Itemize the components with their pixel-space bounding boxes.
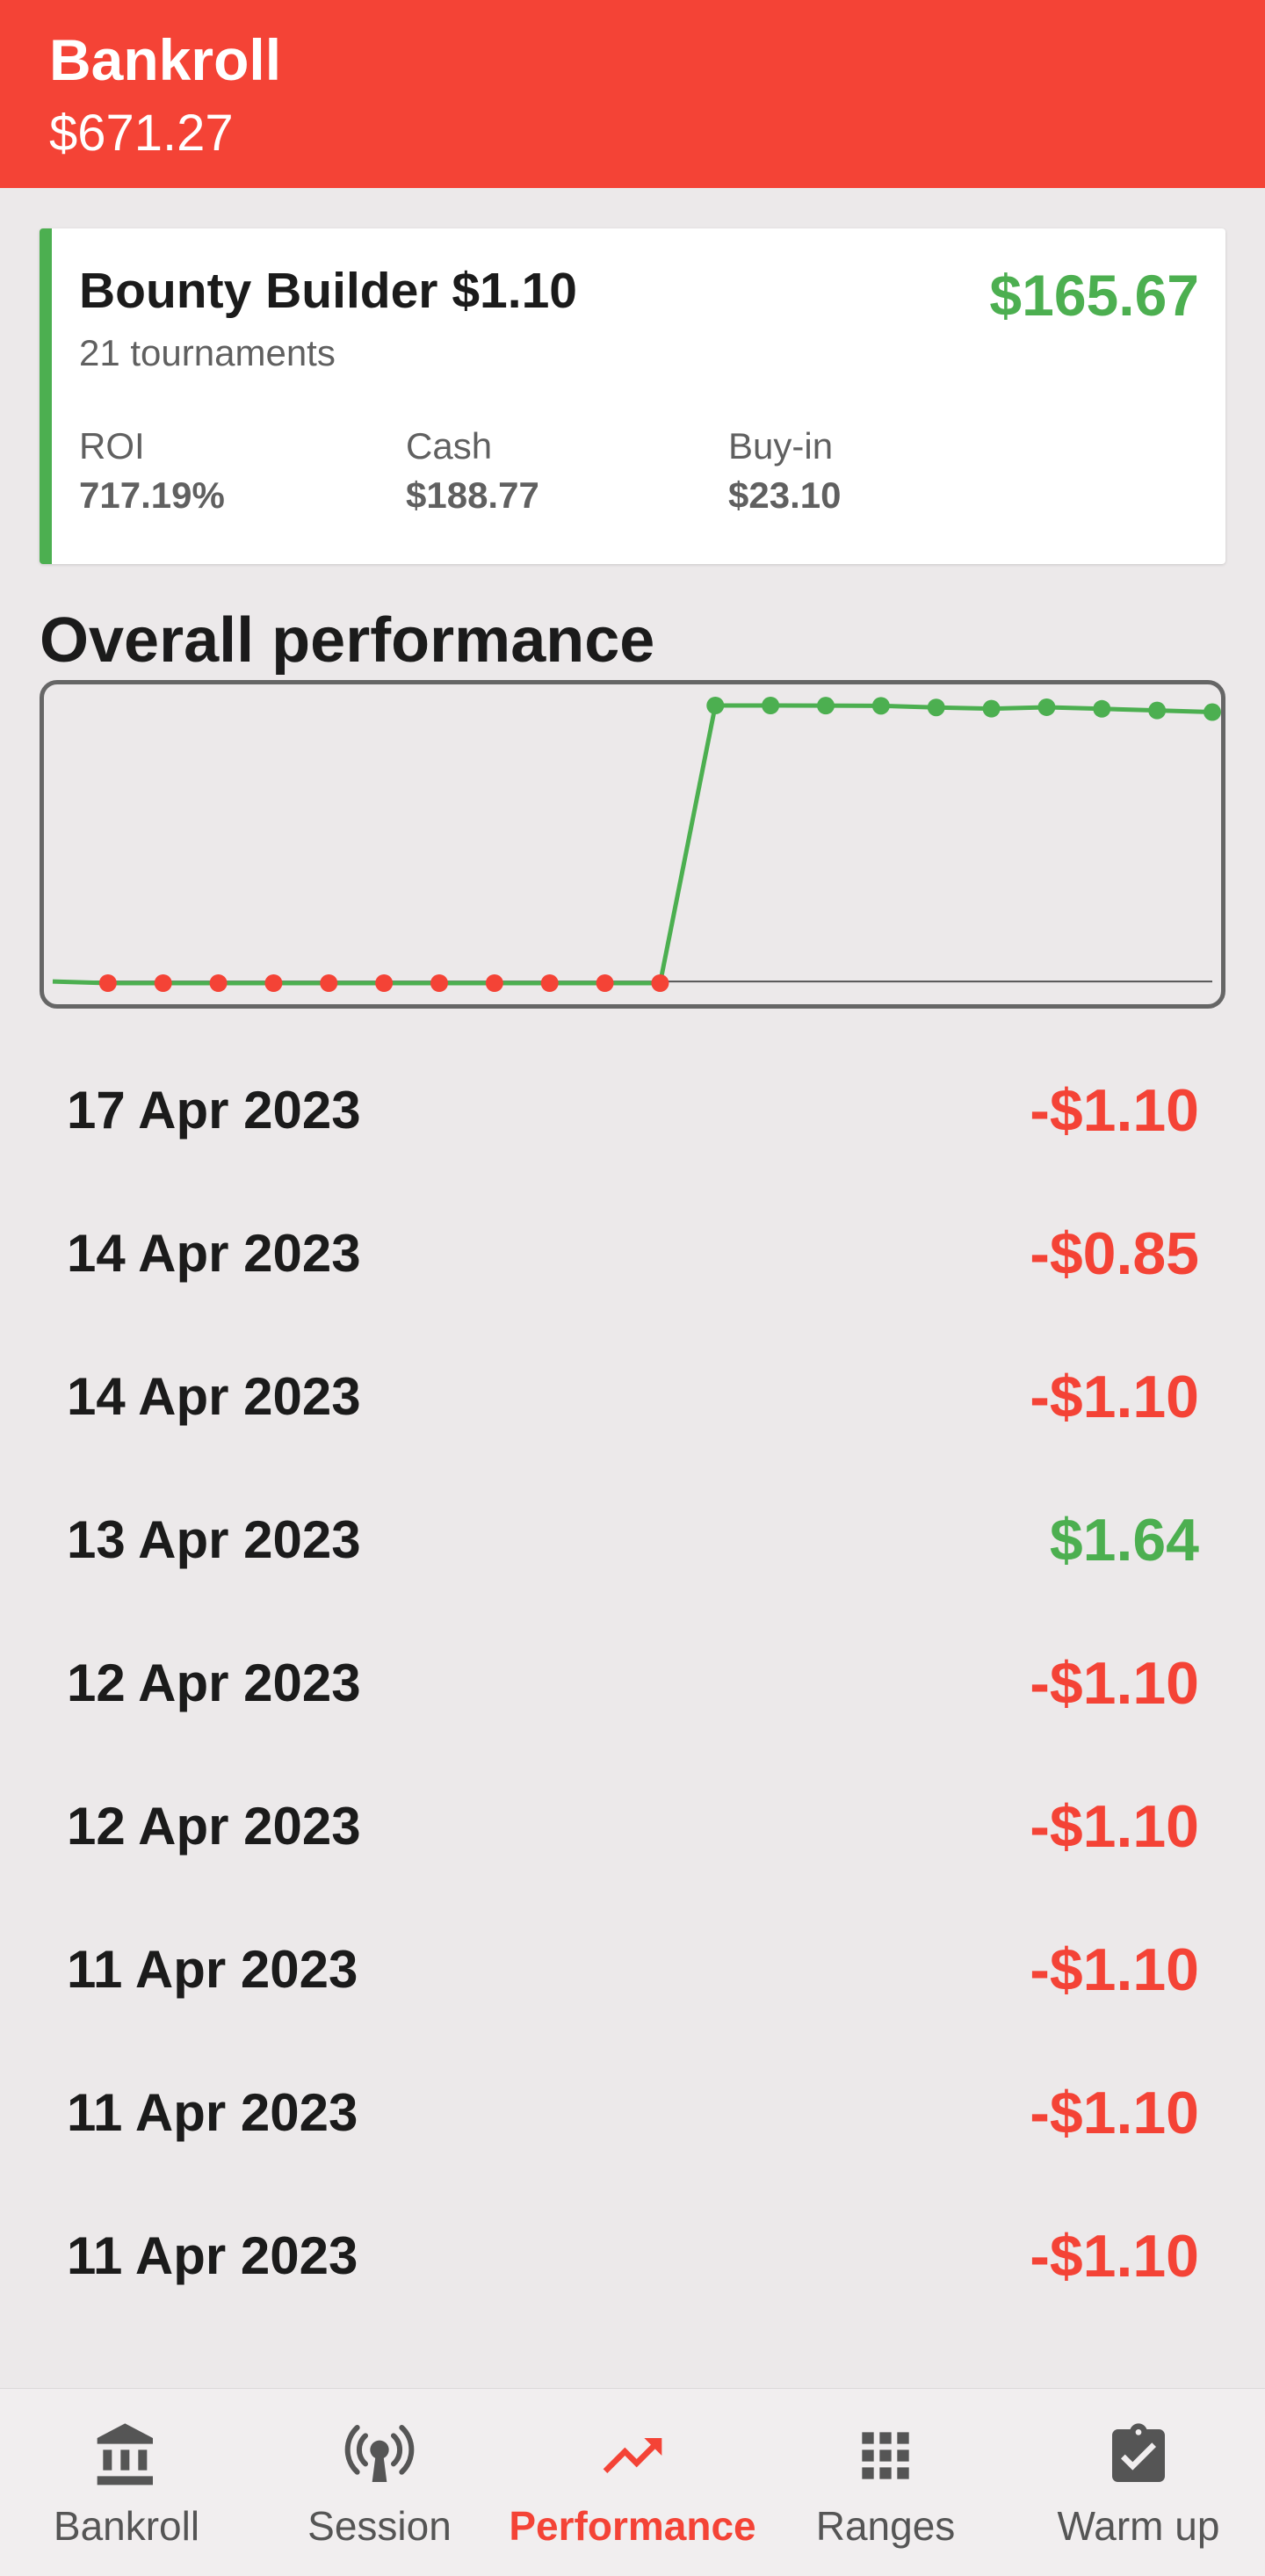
stat-label: Buy-in: [728, 425, 834, 467]
chart-point: [209, 974, 228, 992]
nav-item-bankroll[interactable]: Bankroll: [0, 2389, 253, 2576]
chart-point: [154, 974, 172, 992]
result-amount: -$1.10: [1030, 2080, 1199, 2146]
chart-point: [540, 974, 559, 992]
result-date: 11 Apr 2023: [67, 2226, 358, 2285]
chart-series-line: [52, 703, 1213, 986]
tournament-name: Bounty Builder $1.10: [79, 263, 577, 319]
tournament-count: 21 tournaments: [79, 332, 336, 373]
nav-item-performance[interactable]: Performance: [506, 2389, 759, 2576]
list-item[interactable]: 14 Apr 2023 -$1.10: [0, 1328, 1265, 1472]
list-item[interactable]: 17 Apr 2023 -$1.10: [0, 1042, 1265, 1185]
section-title: Overall performance: [40, 605, 655, 676]
list-item[interactable]: 12 Apr 2023 -$1.10: [0, 1615, 1265, 1758]
chart-point: [485, 974, 503, 992]
result-amount: -$0.85: [1030, 1220, 1199, 1287]
clipboard-check-icon: [1112, 2423, 1165, 2482]
chart-point: [1148, 701, 1167, 720]
result-date: 14 Apr 2023: [67, 1224, 361, 1283]
list-item[interactable]: 11 Apr 2023 -$1.10: [0, 1901, 1265, 2044]
grid-icon: [862, 2432, 909, 2479]
stat-value: $23.10: [728, 474, 842, 516]
performance-chart-svg: [52, 697, 1221, 992]
result-date: 11 Apr 2023: [67, 1940, 358, 1999]
result-amount: -$1.10: [1030, 1793, 1199, 1860]
stat-label: ROI: [79, 425, 145, 467]
chart-point: [1204, 703, 1221, 721]
result-amount: -$1.10: [1030, 1364, 1199, 1430]
chart-point: [871, 697, 890, 715]
result-date: 13 Apr 2023: [67, 1510, 361, 1569]
broadcast-icon: [344, 2425, 415, 2482]
stat-buyin: Buy-in $23.10: [728, 423, 841, 522]
chart-point: [430, 974, 448, 992]
stat-value: $188.77: [406, 474, 539, 516]
bank-icon: [97, 2423, 153, 2486]
stat-value: 717.19%: [79, 474, 225, 516]
chart-point: [651, 974, 669, 992]
page-title: Bankroll: [49, 27, 282, 92]
result-amount: -$1.10: [1030, 2223, 1199, 2290]
list-item[interactable]: 11 Apr 2023 -$1.10: [0, 2044, 1265, 2188]
bottom-navigation: Bankroll Session Performance Ranges Warm…: [0, 2388, 1265, 2576]
list-item[interactable]: 14 Apr 2023 -$0.85: [0, 1185, 1265, 1328]
chart-point: [1093, 699, 1111, 718]
result-amount: $1.64: [1049, 1507, 1199, 1574]
nav-label: Performance: [509, 2503, 756, 2549]
chart-point: [762, 697, 780, 714]
chart-point: [264, 974, 283, 992]
result-date: 11 Apr 2023: [67, 2083, 358, 2142]
list-item[interactable]: 12 Apr 2023 -$1.10: [0, 1758, 1265, 1901]
performance-chart: [40, 680, 1225, 1009]
chart-point: [706, 697, 725, 714]
list-item[interactable]: 13 Apr 2023 $1.64: [0, 1472, 1265, 1615]
nav-item-warm-up[interactable]: Warm up: [1012, 2389, 1265, 2576]
nav-label: Bankroll: [53, 2503, 200, 2549]
result-amount: -$1.10: [1030, 1650, 1199, 1717]
list-item[interactable]: 11 Apr 2023 -$1.10: [0, 2188, 1265, 2331]
chart-point: [982, 699, 1001, 718]
chart-point: [817, 697, 835, 715]
chart-point: [1037, 698, 1056, 716]
result-date: 12 Apr 2023: [67, 1653, 361, 1712]
nav-item-ranges[interactable]: Ranges: [759, 2389, 1012, 2576]
chart-point: [927, 698, 945, 717]
result-amount: -$1.10: [1030, 1077, 1199, 1144]
chart-point: [596, 974, 614, 992]
result-date: 17 Apr 2023: [67, 1081, 361, 1140]
result-amount: -$1.10: [1030, 1936, 1199, 2003]
chart-point: [375, 974, 394, 992]
app-header: Bankroll $671.27: [0, 0, 1265, 188]
chart-point: [98, 974, 117, 992]
result-date: 14 Apr 2023: [67, 1367, 361, 1426]
nav-label: Warm up: [1057, 2503, 1220, 2549]
results-list: 17 Apr 2023 -$1.10 14 Apr 2023 -$0.85 14 Apr…: [0, 1042, 1265, 2331]
result-date: 12 Apr 2023: [67, 1797, 361, 1856]
nav-label: Session: [307, 2503, 452, 2549]
trending-up-icon: [603, 2438, 662, 2473]
stat-roi: ROI 717.19%: [79, 423, 225, 522]
bankroll-balance: $671.27: [49, 105, 234, 162]
nav-label: Ranges: [815, 2503, 956, 2549]
stat-label: Cash: [406, 425, 493, 467]
chart-point: [320, 974, 338, 992]
tournament-summary-card[interactable]: Bounty Builder $1.10 21 tournaments $165…: [40, 228, 1225, 564]
stat-cash: Cash $188.77: [406, 423, 539, 522]
nav-item-session[interactable]: Session: [253, 2389, 506, 2576]
profit-value: $165.67: [989, 263, 1199, 328]
